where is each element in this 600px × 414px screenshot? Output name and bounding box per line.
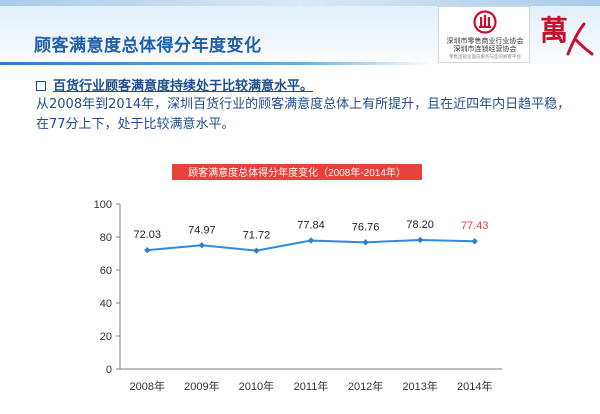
x-tick-label: 2011年	[294, 379, 329, 393]
x-tick-labels: 2008年 2009年 2010年 2011年 2012年 2013年 2014年	[130, 379, 493, 393]
bullet-heading: 百货行业顾客满意度持续处于比较满意水平。	[36, 75, 313, 94]
data-label: 78.20	[406, 219, 434, 231]
x-tick-label: 2009年	[184, 379, 219, 393]
y-tick-label: 20	[100, 331, 112, 343]
association-name-2: 深圳市连锁经营协会	[453, 45, 517, 53]
series-markers	[144, 236, 478, 254]
data-point-marker	[253, 247, 260, 254]
y-tick-label: 0	[106, 364, 112, 376]
y-tick-label: 100	[94, 199, 112, 211]
x-tick-label: 2010年	[239, 379, 274, 393]
bullet-square-icon	[36, 81, 46, 91]
data-label: 76.76	[352, 221, 380, 233]
svg-text:萬: 萬	[540, 14, 568, 47]
x-tick-label: 2012年	[348, 379, 383, 393]
data-point-marker	[198, 242, 206, 249]
data-labels: 72.03 74.97 71.72 77.84 76.76 78.20 77.43	[134, 219, 489, 242]
association-name-1: 深圳市零售商业行业协会	[446, 37, 524, 45]
chart-title-bg	[172, 164, 422, 180]
slide-title: 顾客满意度总体得分年度变化	[34, 36, 262, 56]
data-point-marker	[307, 237, 315, 244]
data-label: 71.72	[243, 230, 271, 242]
data-label: 77.84	[297, 220, 325, 232]
x-tick-label: 2008年	[130, 379, 165, 393]
body-paragraph: 从2008年到2014年，深圳百货行业的顾客满意度总体上有所提升，且在近四年内日…	[36, 97, 571, 132]
y-tick-label: 80	[100, 232, 112, 244]
wanren-brand-logo: 萬	[540, 14, 594, 56]
y-tick-label: 60	[100, 265, 112, 277]
y-tick-labels: 0 20 40 60 80 100	[94, 199, 120, 376]
association-logo: 深圳市零售商业行业协会 深圳市连锁经营协会 零售连锁业面向服务与您的顾客平台	[438, 6, 530, 63]
association-slogan: 零售连锁业面向服务与您的顾客平台	[449, 55, 521, 60]
data-point-marker	[471, 238, 478, 245]
data-point-marker	[416, 236, 424, 244]
data-label: 72.03	[134, 229, 162, 241]
association-emblem-icon	[473, 10, 497, 34]
data-point-marker	[362, 239, 369, 246]
title-underline	[0, 62, 430, 65]
data-label: 77.43	[461, 220, 489, 232]
y-tick-label: 40	[100, 298, 112, 310]
data-point-marker	[144, 246, 151, 254]
satisfaction-line-chart: 顾客满意度总体得分年度变化（2008年-2014年） 020406080100 …	[94, 164, 502, 393]
header-stripe	[0, 0, 600, 6]
x-tick-label: 2014年	[457, 379, 492, 393]
x-tick-label: 2013年	[402, 379, 437, 393]
data-label: 74.97	[188, 224, 216, 236]
bullet-heading-text: 百货行业顾客满意度持续处于比较满意水平。	[53, 79, 314, 94]
chart-title: 顾客满意度总体得分年度变化（2008年-2014年）	[188, 166, 406, 179]
